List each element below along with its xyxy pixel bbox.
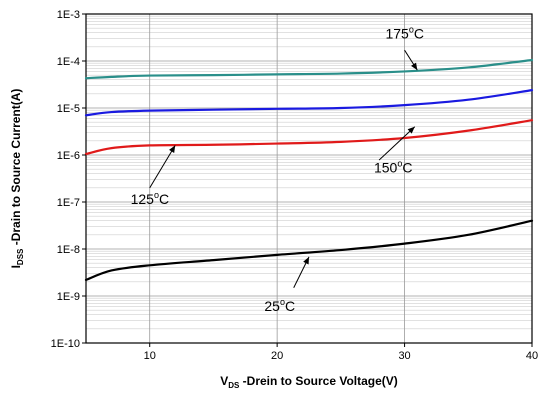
annotation-arrow bbox=[378, 126, 416, 161]
y-tick-label: 1E-4 bbox=[57, 56, 80, 68]
y-axis-title-sub: DSS bbox=[16, 248, 25, 265]
y-tick-label: 1E-8 bbox=[57, 244, 80, 256]
annotation-arrowhead bbox=[411, 62, 418, 71]
x-axis-title-sub: DS bbox=[228, 381, 240, 390]
x-axis-ticks: 10 20 30 40 bbox=[144, 343, 538, 362]
annotation-arrowhead bbox=[407, 126, 415, 134]
x-tick-label: 20 bbox=[271, 350, 283, 362]
grid bbox=[86, 14, 532, 343]
temperature-label: 125oC bbox=[131, 190, 170, 207]
y-tick-label: 1E-9 bbox=[57, 291, 80, 303]
x-tick-label: 30 bbox=[398, 350, 410, 362]
degree-mark: o bbox=[409, 25, 414, 35]
temperature-value: 175 bbox=[385, 26, 409, 42]
y-tick-label: 1E-5 bbox=[57, 103, 80, 115]
x-axis-title: VDS -Drein to Source Voltage(V) bbox=[220, 374, 398, 390]
y-tick-label: 1E-6 bbox=[57, 150, 80, 162]
series-line-150c bbox=[84, 89, 534, 117]
temperature-value: 125 bbox=[131, 191, 155, 207]
annotation-arrow bbox=[149, 145, 176, 189]
temperature-unit: C bbox=[285, 298, 295, 314]
x-axis-title-main: V bbox=[220, 374, 228, 388]
y-axis-title-main: I bbox=[9, 265, 23, 268]
series-layer bbox=[84, 58, 534, 282]
annotation-arrowhead bbox=[303, 256, 309, 265]
x-tick-label: 40 bbox=[526, 350, 538, 362]
temperature-label: 25oC bbox=[264, 297, 295, 314]
y-tick-label: 1E-7 bbox=[57, 197, 80, 209]
degree-mark: o bbox=[154, 190, 159, 200]
temperature-unit: C bbox=[159, 191, 169, 207]
plot-frame bbox=[85, 13, 533, 344]
x-tick-label: 10 bbox=[144, 350, 156, 362]
series-line-125c bbox=[84, 119, 534, 156]
y-axis-title-rest: -Drain to Source Current(A) bbox=[9, 89, 23, 249]
degree-mark: o bbox=[280, 297, 285, 307]
temperature-label: 175oC bbox=[385, 25, 424, 42]
temperature-unit: C bbox=[402, 160, 412, 176]
degree-mark: o bbox=[397, 159, 402, 169]
annotation-arrowhead bbox=[169, 145, 176, 153]
temperature-label: 150oC bbox=[374, 159, 413, 176]
series-line-175c bbox=[84, 58, 534, 80]
y-tick-label: 1E-3 bbox=[57, 9, 80, 21]
y-tick-label: 1E-10 bbox=[51, 338, 80, 350]
y-axis-title: IDSS -Drain to Source Current(A) bbox=[9, 89, 25, 269]
x-axis-title-rest: -Drein to Source Voltage(V) bbox=[239, 374, 397, 388]
series-line-25c bbox=[84, 219, 534, 282]
temperature-unit: C bbox=[414, 26, 424, 42]
y-axis-ticks: 1E-10 1E-9 1E-8 1E-7 1E-6 1E-5 1E-4 1E-3 bbox=[51, 9, 86, 350]
temperature-value: 150 bbox=[374, 160, 398, 176]
temperature-value: 25 bbox=[264, 298, 280, 314]
